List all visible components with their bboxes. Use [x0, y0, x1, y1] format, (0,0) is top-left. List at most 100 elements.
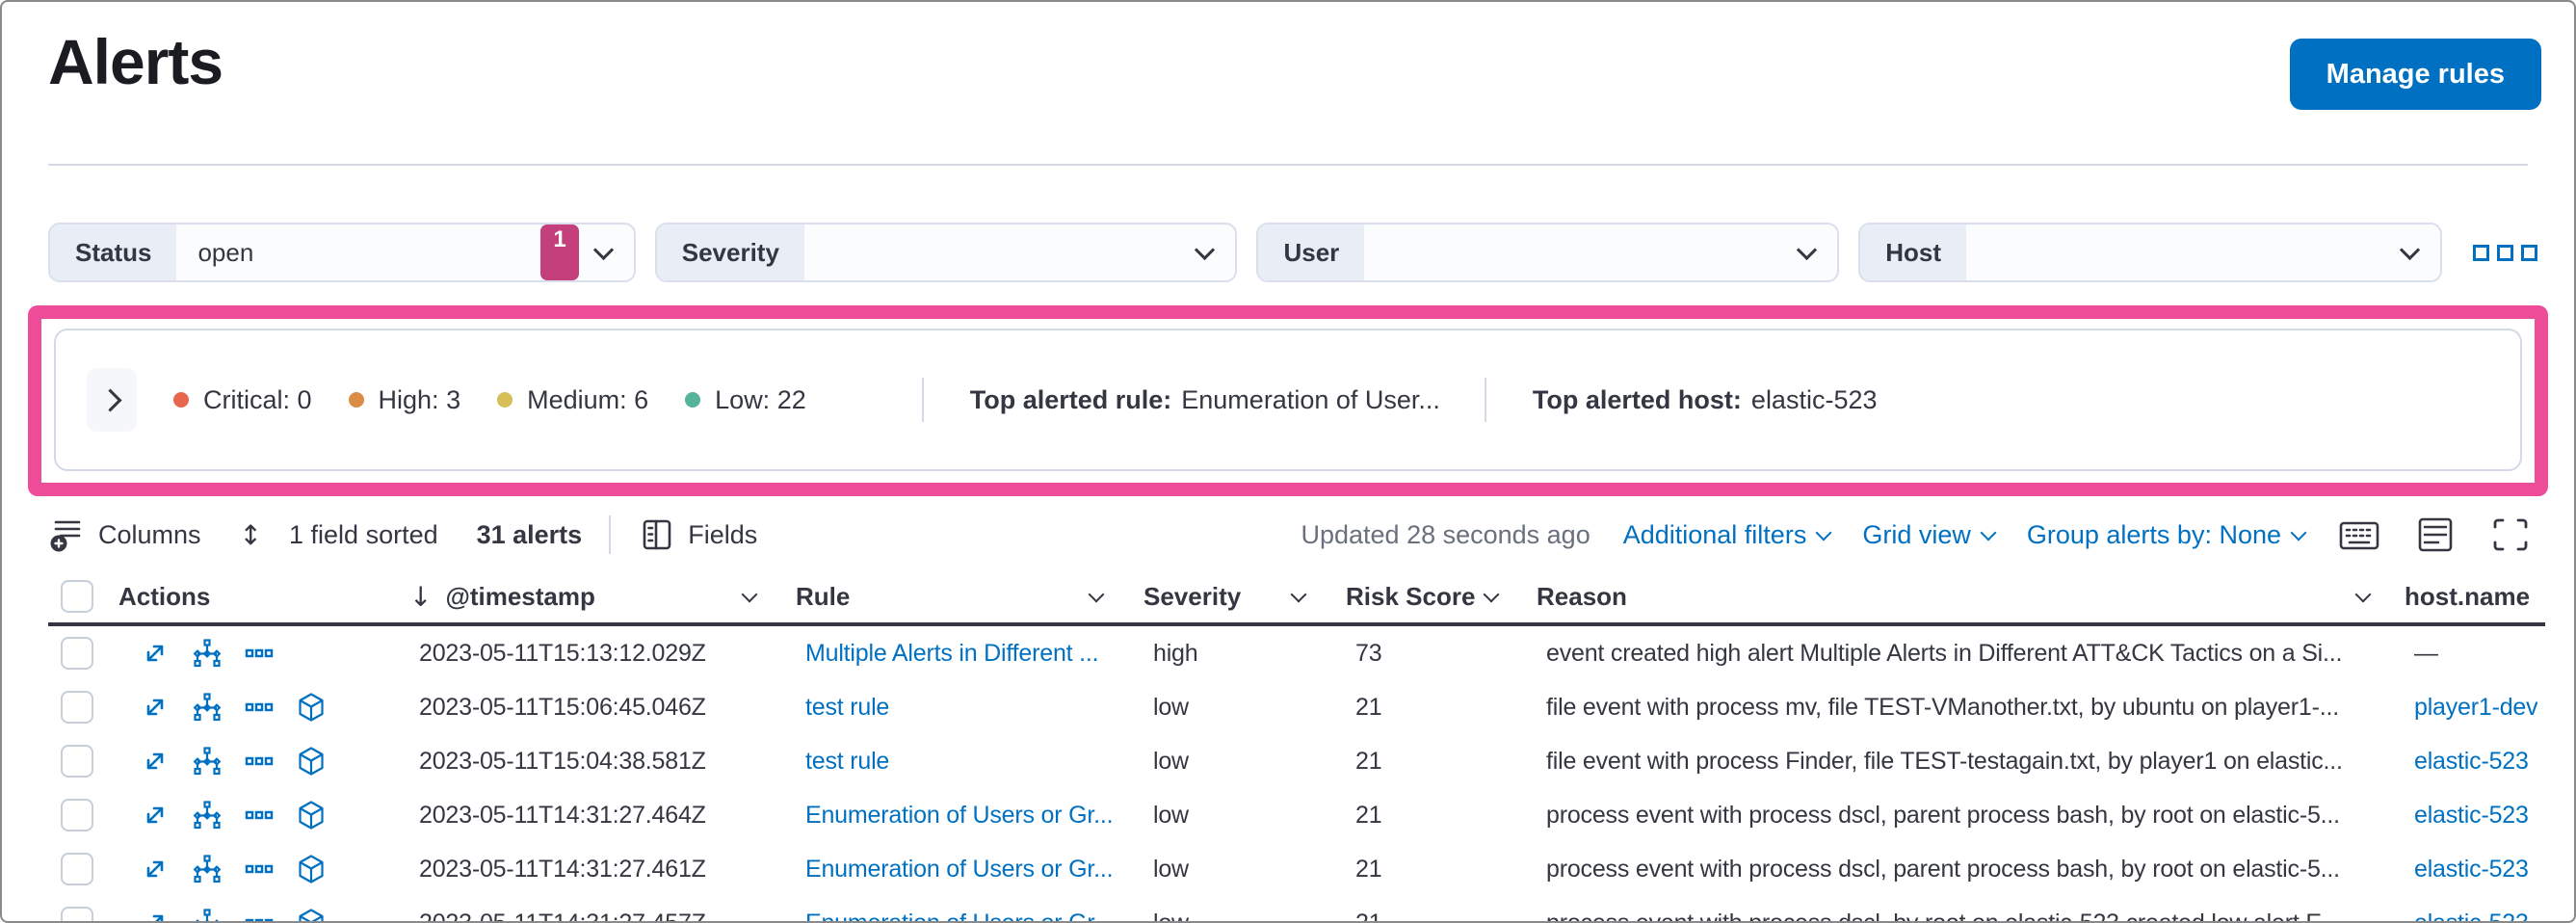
- select-all-checkbox[interactable]: [61, 580, 93, 613]
- high-dot-icon: [348, 392, 364, 408]
- chevron-down-icon: [1797, 239, 1818, 260]
- host-link[interactable]: elastic-523: [2414, 801, 2529, 829]
- column-menu-icon[interactable]: [1088, 586, 1105, 603]
- severity-filter[interactable]: Severity: [654, 223, 1238, 282]
- expand-summary-button[interactable]: [87, 368, 137, 432]
- alerts-summary-panel: Critical: 0 High: 3 Medium: 6 Low: 22 To…: [54, 329, 2522, 471]
- rule-link[interactable]: test rule: [805, 693, 890, 721]
- more-filters-icon[interactable]: [2472, 244, 2537, 261]
- more-actions-button[interactable]: [245, 909, 274, 923]
- expand-alert-button[interactable]: [141, 639, 170, 668]
- analyze-event-button[interactable]: [193, 909, 222, 923]
- risk-score-cell: 21: [1355, 693, 1382, 721]
- rule-link[interactable]: Multiple Alerts in Different ...: [805, 639, 1099, 667]
- endpoint-isolation-button[interactable]: [297, 800, 326, 831]
- status-filter-label: Status: [50, 224, 177, 280]
- table-row: 2023-05-11T15:13:12.029Z Multiple Alerts…: [48, 626, 2545, 680]
- more-actions-button[interactable]: [245, 855, 274, 883]
- package-cube-icon: [299, 855, 324, 883]
- columns-button[interactable]: Columns: [48, 516, 201, 553]
- row-checkbox[interactable]: [61, 691, 93, 724]
- host-link[interactable]: elastic-523: [2414, 909, 2529, 923]
- group-alerts-by-button[interactable]: Group alerts by: None: [2027, 520, 2307, 550]
- select-all-cell: [48, 580, 109, 613]
- keyboard-shortcuts-button[interactable]: [2337, 515, 2381, 554]
- sort-fields-button[interactable]: ↕ 1 field sorted: [239, 518, 438, 551]
- analyze-event-button[interactable]: [193, 855, 222, 883]
- fullscreen-icon: [2493, 518, 2528, 551]
- more-actions-icon: [245, 702, 274, 712]
- alerts-table: Actions ↓ @timestamp Rule Severity Risk …: [48, 570, 2545, 923]
- endpoint-isolation-button[interactable]: [297, 746, 326, 777]
- rule-link[interactable]: Enumeration of Users or Gr...: [805, 801, 1114, 829]
- more-actions-button[interactable]: [245, 693, 274, 722]
- expand-icon: [146, 645, 164, 662]
- expand-alert-button[interactable]: [141, 747, 170, 776]
- column-header-severity[interactable]: Severity: [1117, 570, 1320, 622]
- column-header-risk-score[interactable]: Risk Score: [1320, 570, 1512, 622]
- more-actions-button[interactable]: [245, 639, 274, 668]
- grid-view-button[interactable]: Grid view: [1862, 520, 1997, 550]
- column-menu-icon[interactable]: [2354, 586, 2372, 603]
- status-filter[interactable]: Status open 1: [48, 223, 636, 282]
- column-header-host-name[interactable]: host.name: [2405, 581, 2531, 611]
- column-menu-icon[interactable]: [1483, 586, 1500, 603]
- expand-alert-button[interactable]: [141, 693, 170, 722]
- more-actions-button[interactable]: [245, 747, 274, 776]
- chevron-down-icon: [1815, 524, 1832, 541]
- host-link[interactable]: elastic-523: [2414, 855, 2529, 883]
- analyze-event-button[interactable]: [193, 801, 222, 830]
- analyze-event-button[interactable]: [193, 747, 222, 776]
- display-density-button[interactable]: [2414, 514, 2457, 555]
- row-checkbox[interactable]: [61, 907, 93, 923]
- timestamp-cell: 2023-05-11T14:31:27.457Z: [419, 909, 706, 923]
- manage-rules-button[interactable]: Manage rules: [2289, 39, 2541, 110]
- endpoint-isolation-button[interactable]: [297, 854, 326, 884]
- package-cube-icon: [299, 693, 324, 722]
- host-filter-value: [1966, 224, 2403, 280]
- reason-cell: process event with process dscl, by root…: [1546, 909, 2342, 923]
- chevron-right-icon: [97, 387, 122, 412]
- expand-alert-button[interactable]: [141, 855, 170, 883]
- table-header-row: Actions ↓ @timestamp Rule Severity Risk …: [48, 570, 2545, 626]
- row-checkbox[interactable]: [61, 799, 93, 831]
- host-name-cell: player1-dev: [2394, 694, 2545, 722]
- column-header-timestamp[interactable]: ↓ @timestamp: [388, 570, 771, 622]
- sort-descending-icon: ↓: [409, 580, 433, 613]
- rule-link[interactable]: Enumeration of Users or Gr...: [805, 855, 1114, 883]
- alerts-count: 31 alerts: [476, 519, 583, 549]
- row-checkbox[interactable]: [61, 853, 93, 885]
- host-link[interactable]: player1-dev: [2414, 693, 2538, 721]
- more-actions-button[interactable]: [245, 801, 274, 830]
- column-menu-icon[interactable]: [1290, 586, 1307, 603]
- rule-link[interactable]: Enumeration of Users or Gr...: [805, 909, 1114, 923]
- status-filter-count-badge: 1: [540, 224, 579, 280]
- endpoint-isolation-button[interactable]: [297, 692, 326, 723]
- analyze-event-button[interactable]: [193, 693, 222, 722]
- user-filter[interactable]: User: [1256, 223, 1840, 282]
- row-checkbox[interactable]: [61, 745, 93, 778]
- top-alerted-host: Top alerted host: elastic-523: [1532, 384, 1878, 414]
- timestamp-cell: 2023-05-11T14:31:27.464Z: [419, 801, 706, 829]
- column-header-rule[interactable]: Rule: [771, 570, 1117, 622]
- expand-alert-button[interactable]: [141, 801, 170, 830]
- fullscreen-button[interactable]: [2489, 514, 2532, 555]
- severity-filter-value: [804, 224, 1198, 280]
- fields-button[interactable]: Fields: [640, 515, 757, 554]
- severity-count-low: Low: 22: [685, 385, 806, 415]
- additional-filters-button[interactable]: Additional filters: [1623, 520, 1832, 550]
- risk-score-cell: 73: [1355, 639, 1382, 667]
- endpoint-isolation-button[interactable]: [297, 908, 326, 923]
- host-link[interactable]: elastic-523: [2414, 747, 2529, 775]
- column-header-reason[interactable]: Reason: [1512, 570, 2384, 622]
- rule-link[interactable]: test rule: [805, 747, 890, 775]
- column-menu-icon[interactable]: [741, 586, 758, 603]
- severity-cell: low: [1153, 801, 1189, 829]
- row-checkbox[interactable]: [61, 637, 93, 670]
- updated-status: Updated 28 seconds ago: [1301, 519, 1590, 549]
- more-actions-icon: [245, 864, 274, 874]
- analyze-event-button[interactable]: [193, 639, 222, 668]
- expand-alert-button[interactable]: [141, 909, 170, 923]
- severity-count-medium: Medium: 6: [497, 385, 648, 415]
- host-filter[interactable]: Host: [1858, 223, 2442, 282]
